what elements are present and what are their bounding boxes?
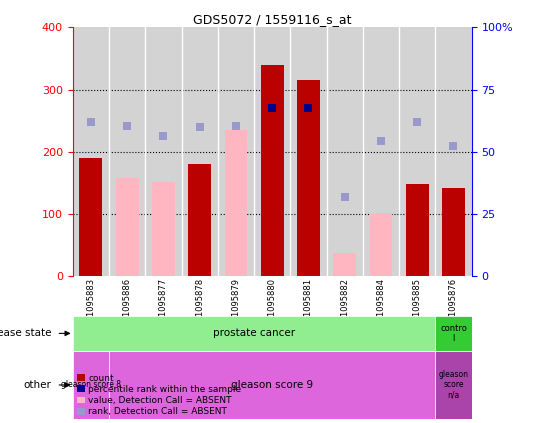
Bar [116,178,139,277]
Bar [188,165,211,277]
Bar [370,214,392,277]
Bar [152,182,175,277]
Bar [73,27,109,277]
Bar [436,316,472,351]
Bar [225,130,247,277]
Text: gleason score 8: gleason score 8 [61,380,121,390]
Bar [399,27,436,277]
Bar [363,27,399,277]
Text: gleason score 9: gleason score 9 [231,380,313,390]
Bar [333,253,356,277]
Bar [442,188,465,277]
Text: contro
l: contro l [440,324,467,343]
Bar [218,27,254,277]
Bar [436,27,472,277]
Bar [291,27,327,277]
Title: GDS5072 / 1559116_s_at: GDS5072 / 1559116_s_at [193,14,351,26]
Text: disease state: disease state [0,328,51,338]
Bar [73,351,109,419]
Text: gleason
score
n/a: gleason score n/a [439,370,468,400]
Bar [182,27,218,277]
Bar [297,80,320,277]
Legend: count, percentile rank within the sample, value, Detection Call = ABSENT, rank, : count, percentile rank within the sample… [77,374,241,416]
Bar [79,158,102,277]
Bar [436,351,472,419]
Bar [327,27,363,277]
Bar [146,27,182,277]
Bar [254,27,291,277]
Bar [109,27,146,277]
Text: prostate cancer: prostate cancer [213,328,295,338]
Bar [406,184,429,277]
Bar [261,65,284,277]
Bar [109,351,436,419]
Text: other: other [23,380,51,390]
